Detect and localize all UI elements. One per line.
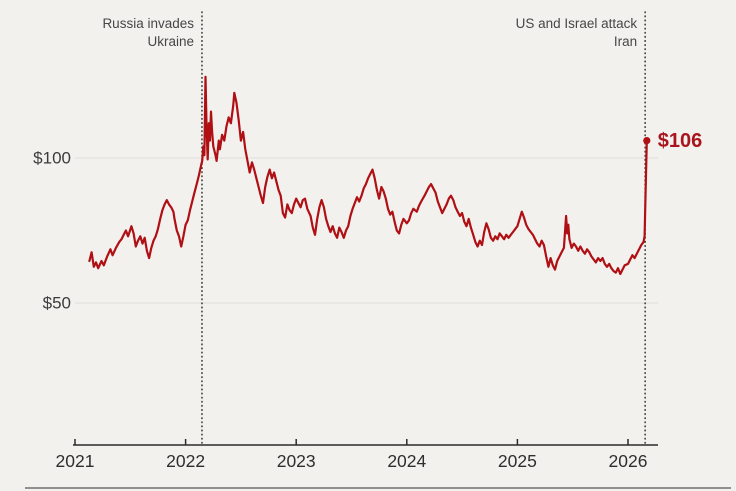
annotation-text-line: US and Israel attack — [515, 16, 638, 31]
x-axis-tick-label: 2022 — [166, 451, 205, 471]
y-axis-tick-label: $100 — [33, 149, 71, 168]
end-value-label: $106 — [657, 129, 703, 152]
x-axis-tick-label: 2026 — [609, 451, 648, 471]
x-axis-tick-label: 2025 — [498, 451, 537, 471]
annotation-us-israel-attack-iran: US and Israel attack Iran — [516, 15, 638, 51]
annotation-text-line: Iran — [613, 34, 638, 49]
footer-divider — [25, 487, 731, 489]
annotation-russia-invades-ukraine: Russia invades Ukraine — [102, 15, 194, 51]
y-axis-tick-label: $50 — [43, 294, 71, 313]
price-line — [88, 75, 648, 276]
x-axis-tick-label: 2021 — [56, 451, 95, 471]
x-axis-tick-label: 2024 — [387, 451, 426, 471]
end-point-dot — [643, 137, 651, 145]
x-axis-tick-label: 2023 — [277, 451, 316, 471]
annotation-text-line: Russia invades — [102, 16, 194, 31]
annotation-text-line: Ukraine — [147, 34, 194, 49]
